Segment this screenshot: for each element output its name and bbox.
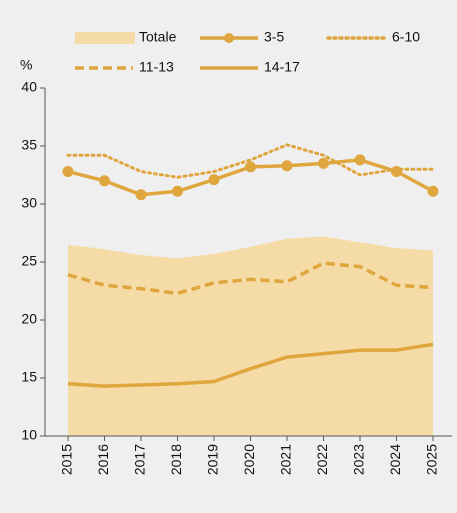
- marker: [99, 175, 110, 187]
- legend-marker: [224, 33, 234, 43]
- y-tick-label: 15: [21, 369, 37, 385]
- marker: [135, 189, 147, 201]
- legend-label: 11-13: [139, 59, 174, 75]
- x-tick-label: 2019: [205, 444, 221, 475]
- marker: [172, 185, 183, 197]
- line: [66, 143, 435, 179]
- x-tick-label: 2015: [59, 444, 75, 475]
- x-tick-label: 2017: [132, 444, 148, 475]
- marker: [391, 166, 402, 178]
- y-tick-label: 20: [21, 311, 37, 327]
- x-tick-label: 2023: [351, 444, 367, 475]
- legend-swatch: [75, 32, 135, 44]
- y-tick-label: 25: [21, 253, 37, 269]
- marker: [245, 161, 256, 173]
- x-tick-label: 2018: [168, 444, 184, 475]
- y-unit: %: [20, 57, 32, 73]
- legend-label: 14-17: [264, 59, 300, 75]
- y-tick-label: 30: [21, 195, 37, 211]
- marker: [427, 185, 439, 197]
- y-tick-label: 40: [21, 79, 37, 95]
- y-tick-label: 35: [21, 137, 37, 153]
- marker: [318, 157, 329, 169]
- legend-label: Totale: [139, 29, 177, 45]
- x-tick-label: 2020: [241, 444, 257, 475]
- line: [67, 261, 434, 296]
- x-tick-label: 2022: [314, 444, 330, 475]
- marker: [208, 174, 220, 186]
- area: [68, 236, 433, 436]
- legend-label: 6-10: [392, 29, 420, 45]
- x-tick-label: 2021: [278, 444, 294, 475]
- marker: [62, 166, 74, 178]
- y-tick-label: 10: [21, 427, 37, 443]
- x-tick-label: 2016: [95, 444, 111, 475]
- marker: [354, 154, 366, 166]
- line: [67, 342, 434, 388]
- marker: [281, 160, 293, 172]
- x-tick-label: 2025: [424, 444, 440, 475]
- legend-label: 3-5: [264, 29, 284, 45]
- x-tick-label: 2024: [387, 444, 403, 475]
